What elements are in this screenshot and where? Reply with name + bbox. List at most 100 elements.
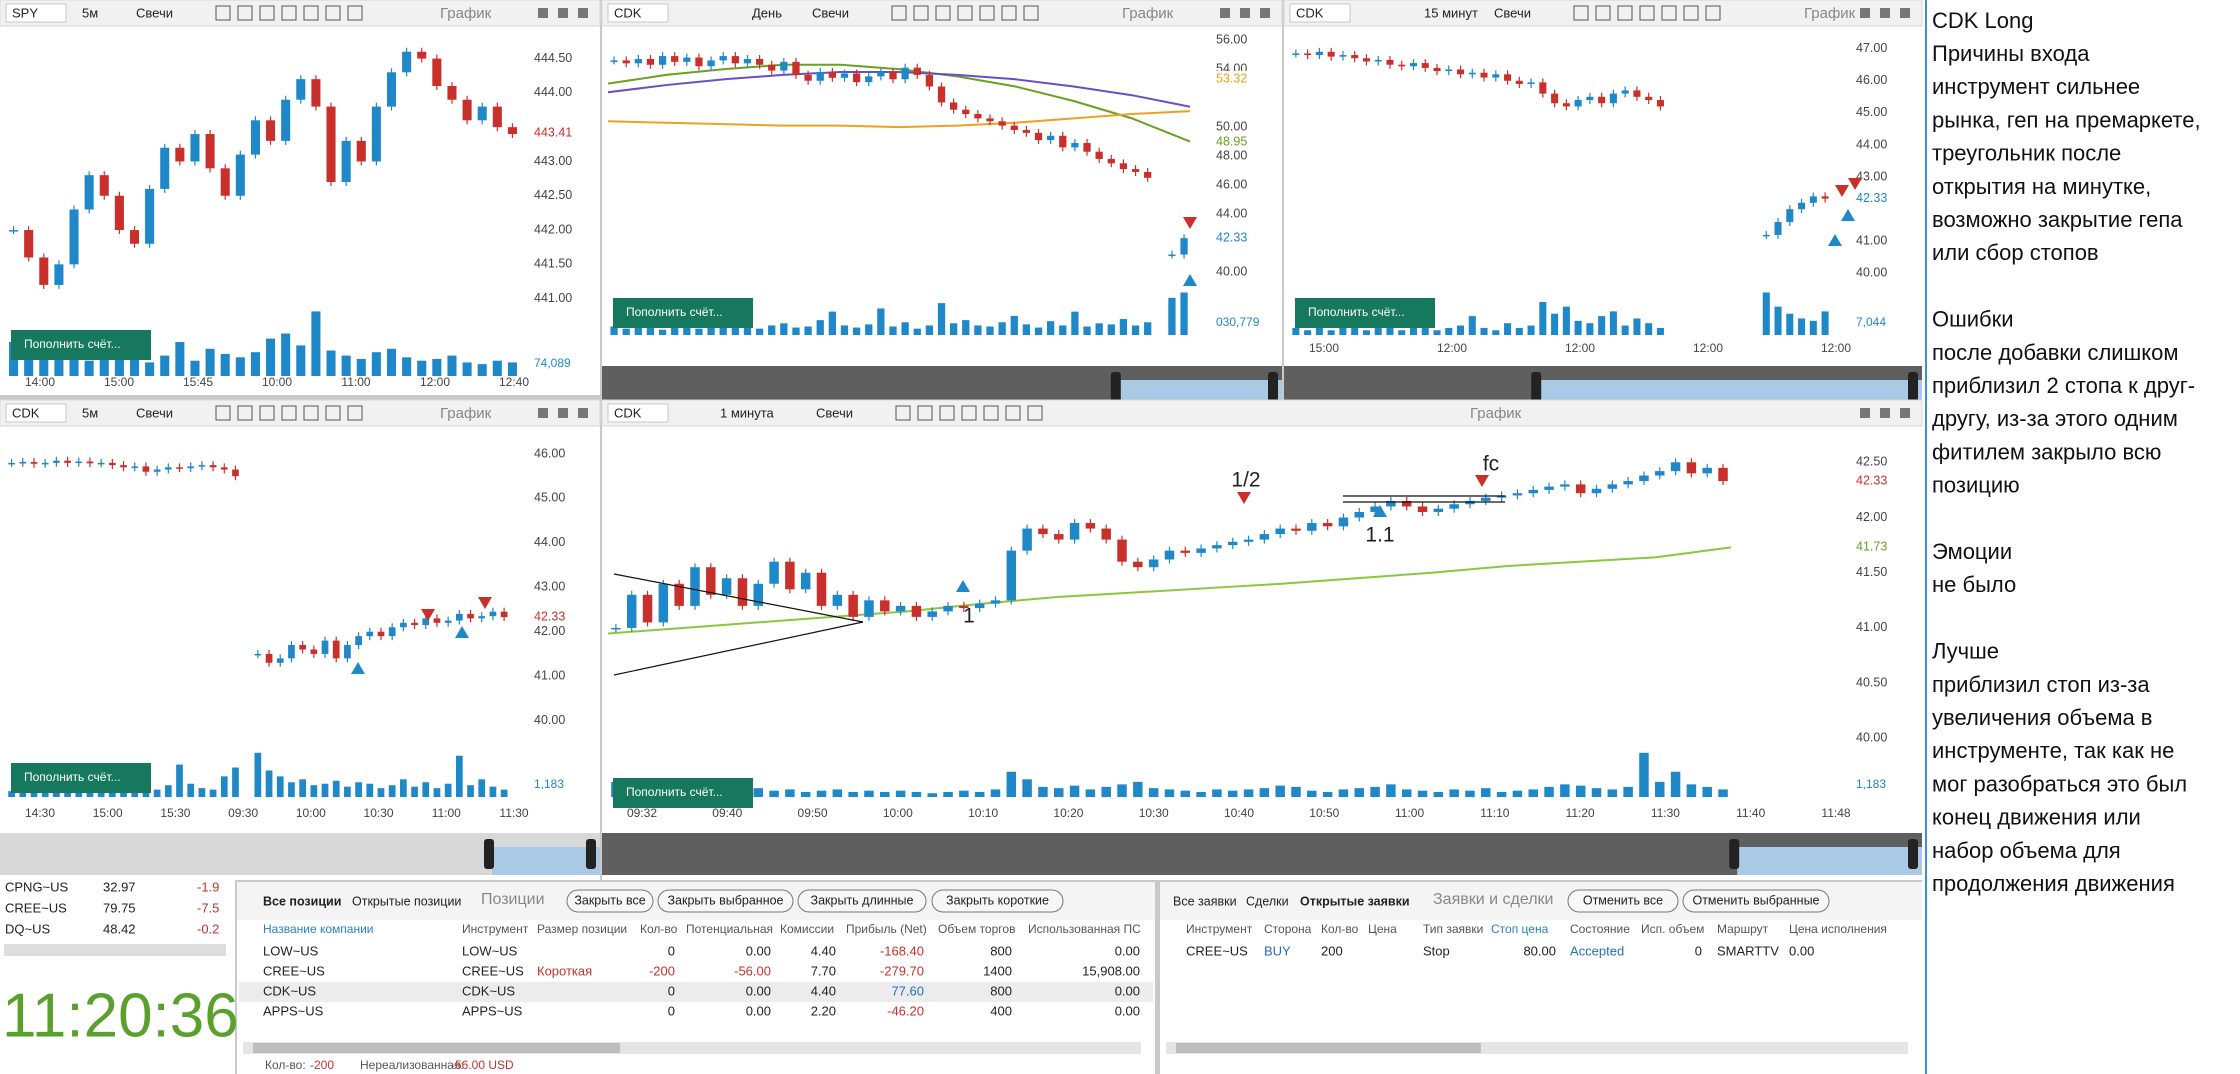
interval[interactable]: 15 минут [1424, 5, 1478, 20]
toolbar-icon[interactable] [939, 405, 955, 421]
toolbar-icon[interactable] [1027, 405, 1043, 421]
column-header[interactable]: Объем торгов [938, 922, 1015, 936]
symbol[interactable]: CDK [614, 5, 642, 20]
toolbar-icon[interactable] [983, 405, 999, 421]
chart-type[interactable]: Свечи [812, 5, 849, 20]
interval[interactable]: 5м [82, 405, 98, 420]
toolbar-icon[interactable] [1661, 5, 1677, 21]
button[interactable] [1682, 889, 1830, 913]
button[interactable] [566, 889, 654, 913]
chart-type[interactable]: Свечи [136, 5, 173, 20]
column-header[interactable]: Размер позиции [537, 922, 627, 936]
deposit-button[interactable] [613, 778, 753, 808]
symbol[interactable]: CDK [614, 405, 642, 420]
button-label[interactable]: Закрыть выбранное [667, 893, 783, 907]
deposit-button-label[interactable]: Пополнить счёт... [626, 785, 723, 799]
scroll-handle[interactable] [484, 839, 494, 869]
deposit-button[interactable] [613, 298, 753, 328]
toolbar-icon[interactable] [237, 5, 253, 21]
tab[interactable]: Все заявки [1173, 894, 1237, 908]
window-icon[interactable] [578, 408, 588, 418]
column-header[interactable]: Инструмент [1186, 922, 1253, 936]
window-icon[interactable] [1220, 8, 1230, 18]
deposit-button-label[interactable]: Пополнить счёт... [1308, 305, 1405, 319]
scroll-handle[interactable] [1268, 372, 1278, 402]
symbol[interactable]: SPY [12, 5, 38, 20]
window-icon[interactable] [558, 8, 568, 18]
toolbar-icon[interactable] [1639, 5, 1655, 21]
scroll-handle[interactable] [1531, 372, 1542, 402]
toolbar-icon[interactable] [1573, 5, 1589, 21]
window-icon[interactable] [1900, 8, 1910, 18]
symbol-box[interactable] [5, 403, 67, 423]
button-label[interactable]: Закрыть длинные [811, 893, 914, 907]
column-header[interactable]: Использованная ПС [1028, 922, 1141, 936]
column-header[interactable]: Инструмент [462, 922, 529, 936]
interval[interactable]: 1 минута [720, 405, 775, 420]
scroll-handle[interactable] [1729, 839, 1740, 869]
column-header[interactable]: Состояние [1570, 922, 1630, 936]
window-icon[interactable] [538, 408, 548, 418]
button[interactable] [1567, 889, 1679, 913]
window-icon[interactable] [558, 408, 568, 418]
column-header[interactable]: Кол-во [640, 922, 678, 936]
chart-type[interactable]: Свечи [816, 405, 853, 420]
window-icon[interactable] [1260, 8, 1270, 18]
symbol-box[interactable] [1289, 3, 1351, 23]
window-icon[interactable] [1240, 8, 1250, 18]
symbol[interactable]: CDK [12, 405, 40, 420]
deposit-button-label[interactable]: Пополнить счёт... [24, 337, 121, 351]
toolbar-icon[interactable] [303, 405, 319, 421]
chart-type[interactable]: Свечи [1494, 5, 1531, 20]
button[interactable] [657, 889, 794, 913]
tab[interactable]: Открытые позиции [352, 894, 461, 908]
toolbar-icon[interactable] [1005, 405, 1021, 421]
toolbar-icon[interactable] [215, 405, 231, 421]
column-header[interactable]: Кол-во [1321, 922, 1359, 936]
toolbar-icon[interactable] [281, 5, 297, 21]
toolbar-icon[interactable] [259, 5, 275, 21]
column-header[interactable]: Стоп цена [1491, 922, 1549, 936]
toolbar-icon[interactable] [913, 5, 929, 21]
chart-type[interactable]: Свечи [136, 405, 173, 420]
interval[interactable]: День [752, 5, 782, 20]
h-scroll-thumb[interactable] [253, 1043, 621, 1053]
symbol-box[interactable] [5, 3, 67, 23]
scroll-handle[interactable] [1908, 372, 1918, 402]
column-header[interactable]: Маршрут [1717, 922, 1769, 936]
column-header[interactable]: Тип заявки [1423, 922, 1483, 936]
interval[interactable]: 5м [82, 5, 98, 20]
scroll-handle[interactable] [1110, 372, 1121, 402]
toolbar-icon[interactable] [1705, 5, 1721, 21]
toolbar-icon[interactable] [215, 5, 231, 21]
symbol-box[interactable] [607, 3, 669, 23]
scroll-handle[interactable] [1908, 839, 1918, 869]
toolbar-icon[interactable] [281, 405, 297, 421]
column-header[interactable]: Цена исполнения [1789, 922, 1887, 936]
h-scroll-thumb[interactable] [1176, 1043, 1481, 1053]
deposit-button-label[interactable]: Пополнить счёт... [24, 770, 121, 784]
column-header[interactable]: Название компании [263, 922, 373, 936]
column-header[interactable]: Прибыль (Net) [846, 922, 927, 936]
column-header[interactable]: Потенциальная [686, 922, 773, 936]
toolbar-icon[interactable] [347, 405, 363, 421]
scroll-handle[interactable] [586, 839, 596, 869]
toolbar-icon[interactable] [1595, 5, 1611, 21]
window-icon[interactable] [1880, 8, 1890, 18]
window-icon[interactable] [1880, 408, 1890, 418]
toolbar-icon[interactable] [979, 5, 995, 21]
deposit-button[interactable] [11, 330, 151, 360]
button-label[interactable]: Отменить все [1583, 893, 1663, 907]
button[interactable] [797, 889, 927, 913]
scrollbar[interactable] [602, 833, 1922, 875]
deposit-button[interactable] [1295, 298, 1435, 328]
window-icon[interactable] [538, 8, 548, 18]
toolbar-icon[interactable] [961, 405, 977, 421]
deposit-button-label[interactable]: Пополнить счёт... [626, 305, 723, 319]
deposit-button[interactable] [11, 763, 151, 793]
toolbar-icon[interactable] [1683, 5, 1699, 21]
column-header[interactable]: Сторона [1264, 922, 1312, 936]
tab[interactable]: Все позиции [263, 894, 341, 908]
window-icon[interactable] [1860, 408, 1870, 418]
button-label[interactable]: Закрыть все [574, 893, 645, 907]
